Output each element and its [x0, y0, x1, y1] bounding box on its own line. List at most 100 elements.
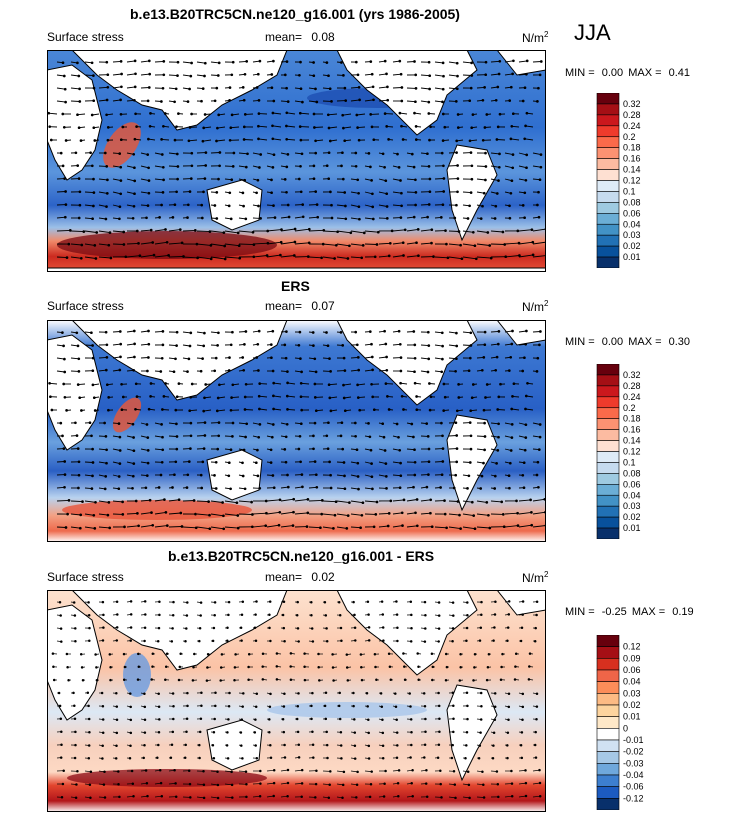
panel2-arrows-vector-head [77, 370, 81, 373]
panel1-arrows-vector-head [161, 191, 165, 194]
panel1-arrows-vector [98, 99, 108, 102]
panel1-arrows-vector-head [426, 152, 429, 156]
panel1-colorbar-box [596, 245, 620, 258]
panel1-arrows-vector-head [523, 191, 527, 195]
panel2-arrows-vector-head [427, 447, 431, 451]
panel2-arrows-vector-head [201, 460, 205, 464]
panel3-arrows-vector-head [60, 743, 63, 747]
panel1-arrows-vector [378, 86, 388, 89]
panel1-arrows-vector-head [441, 203, 445, 207]
panel1-arrows-vector-head [456, 113, 460, 116]
panel1-arrows-vector-head [257, 124, 260, 128]
panel2-arrows-vector-head [285, 394, 289, 398]
panel1-arrows-vector-head [105, 205, 108, 208]
panel2-arrows-vector-head [104, 475, 108, 478]
panel2-arrows-vector [378, 525, 389, 528]
panel1-arrows-vector-head [427, 165, 431, 168]
panel2-arrows-vector-head [357, 487, 360, 491]
panel1-arrows-vector-head [146, 153, 150, 156]
panel3-arrows-vector-head [142, 756, 145, 760]
panel2-arrows-vector-head [456, 500, 460, 503]
panel1-arrows-vector-head [178, 228, 182, 231]
panel2-arrows-vector-head [120, 408, 124, 412]
panel3-variable-label: Surface stress [47, 570, 124, 584]
panel2-arrows-vector-head [312, 434, 315, 438]
panel3-colorbar-box [596, 681, 620, 694]
panel3-arrows-vector-head [538, 794, 542, 798]
panel2-arrows-vector-head [509, 355, 513, 359]
panel3-arrows-vector-head [452, 770, 456, 773]
panel3-arrows-vector-head [506, 626, 510, 629]
panel2-arrows-vector-head [76, 383, 80, 386]
panel3-arrows-vector-head [129, 731, 133, 735]
panel2-colorbar-box [596, 527, 620, 539]
panel2-arrows-vector-head [245, 422, 249, 426]
panel3-arrows-vector-head [295, 613, 299, 617]
panel1-colorbar-label: 0.03 [623, 230, 641, 240]
panel1-arrows-vector-head [173, 100, 176, 104]
panel2-arrows-vector-head [118, 330, 122, 333]
panel2-arrows-vector-head [328, 396, 332, 400]
panel1-arrows-vector-head [456, 126, 460, 129]
panel1-arrows-vector-head [293, 227, 297, 231]
panel1-variable-label: Surface stress [47, 30, 124, 44]
panel2-arrows-vector-head [524, 407, 527, 411]
panel2-arrows-vector-head [243, 395, 247, 399]
panel1-arrows-vector-head [327, 126, 331, 130]
panel3-arrows-vector-head [160, 794, 164, 798]
panel1-arrows-vector-head [531, 240, 535, 244]
panel2-arrows-vector-head [368, 330, 372, 333]
panel3-arrows-vector-head [478, 744, 482, 747]
panel3-arrows-vector-head [137, 652, 140, 656]
panel3-arrows-vector-head [482, 796, 486, 799]
panel1-arrows-vector [126, 255, 140, 258]
panel1-arrows-vector [140, 60, 150, 63]
panel2-arrows-vector-head [522, 461, 526, 465]
panel2-arrows-vector-head [90, 434, 93, 438]
panel1-arrows-vector-head [89, 151, 92, 155]
panel2-arrows-vector-head [134, 382, 138, 386]
panel3-arrows-vector-head [164, 678, 167, 681]
panel1-arrows-vector [308, 216, 318, 219]
panel3-arrows-vector-head [240, 613, 244, 616]
panel3-arrows-vector-head [310, 627, 314, 630]
panel1-arrows-vector [462, 256, 477, 260]
panel1-arrows-vector-head [466, 217, 470, 220]
panel2-arrows-vector-head [530, 511, 533, 514]
panel1-arrows-vector [280, 241, 295, 245]
panel3-arrows-vector-head [282, 626, 286, 630]
panel1-arrows-vector-head [525, 153, 529, 157]
panel3-arrows-vector-head [57, 691, 61, 695]
panel1-arrows-vector-head [118, 217, 121, 221]
panel2-arrows-vector-head [189, 395, 193, 399]
panel1-arrows-vector-head [162, 60, 166, 63]
panel1-arrows-vector [392, 87, 402, 89]
panel3-arrows-vector-head [102, 783, 106, 786]
panel1-arrows-vector-head [132, 204, 136, 208]
panel2-minmax: MIN = 0.00 MAX = 0.30 [565, 336, 690, 348]
panel1-arrows-vector [168, 256, 184, 258]
panel3-arrows-vector-head [253, 731, 257, 734]
panel3-arrows-vector-head [143, 692, 146, 696]
panel2-arrows-vector-head [257, 369, 260, 372]
panel2-arrows-vector-head [164, 382, 167, 385]
panel1-arrows-vector-head [484, 73, 488, 77]
panel1-arrows-vector [210, 61, 220, 64]
panel3-arrows-vector-head [88, 639, 91, 643]
panel2-arrows-vector-head [328, 357, 331, 360]
panel3-arrows-vector-head [151, 652, 155, 655]
panel3-arrows-vector-head [145, 781, 149, 785]
panel2-arrows-vector-head [439, 486, 442, 489]
panel3-arrows-vector-head [129, 639, 132, 642]
panel1-arrows-vector [434, 74, 444, 77]
panel3-arrows-vector-head [60, 730, 63, 733]
panel3-arrows-vector-head [66, 665, 69, 669]
panel2-arrows-vector-head [320, 499, 324, 502]
panel2-arrows-vector-head [507, 369, 511, 372]
panel3-arrows-vector-head [143, 626, 147, 629]
panel3-arrows-vector-head [95, 679, 99, 682]
panel3-arrows-vector-head [200, 704, 203, 707]
panel1-arrows-vector [70, 256, 82, 259]
panel3-arrows-vector-head [396, 744, 399, 747]
panel1-arrows-vector [112, 73, 122, 76]
